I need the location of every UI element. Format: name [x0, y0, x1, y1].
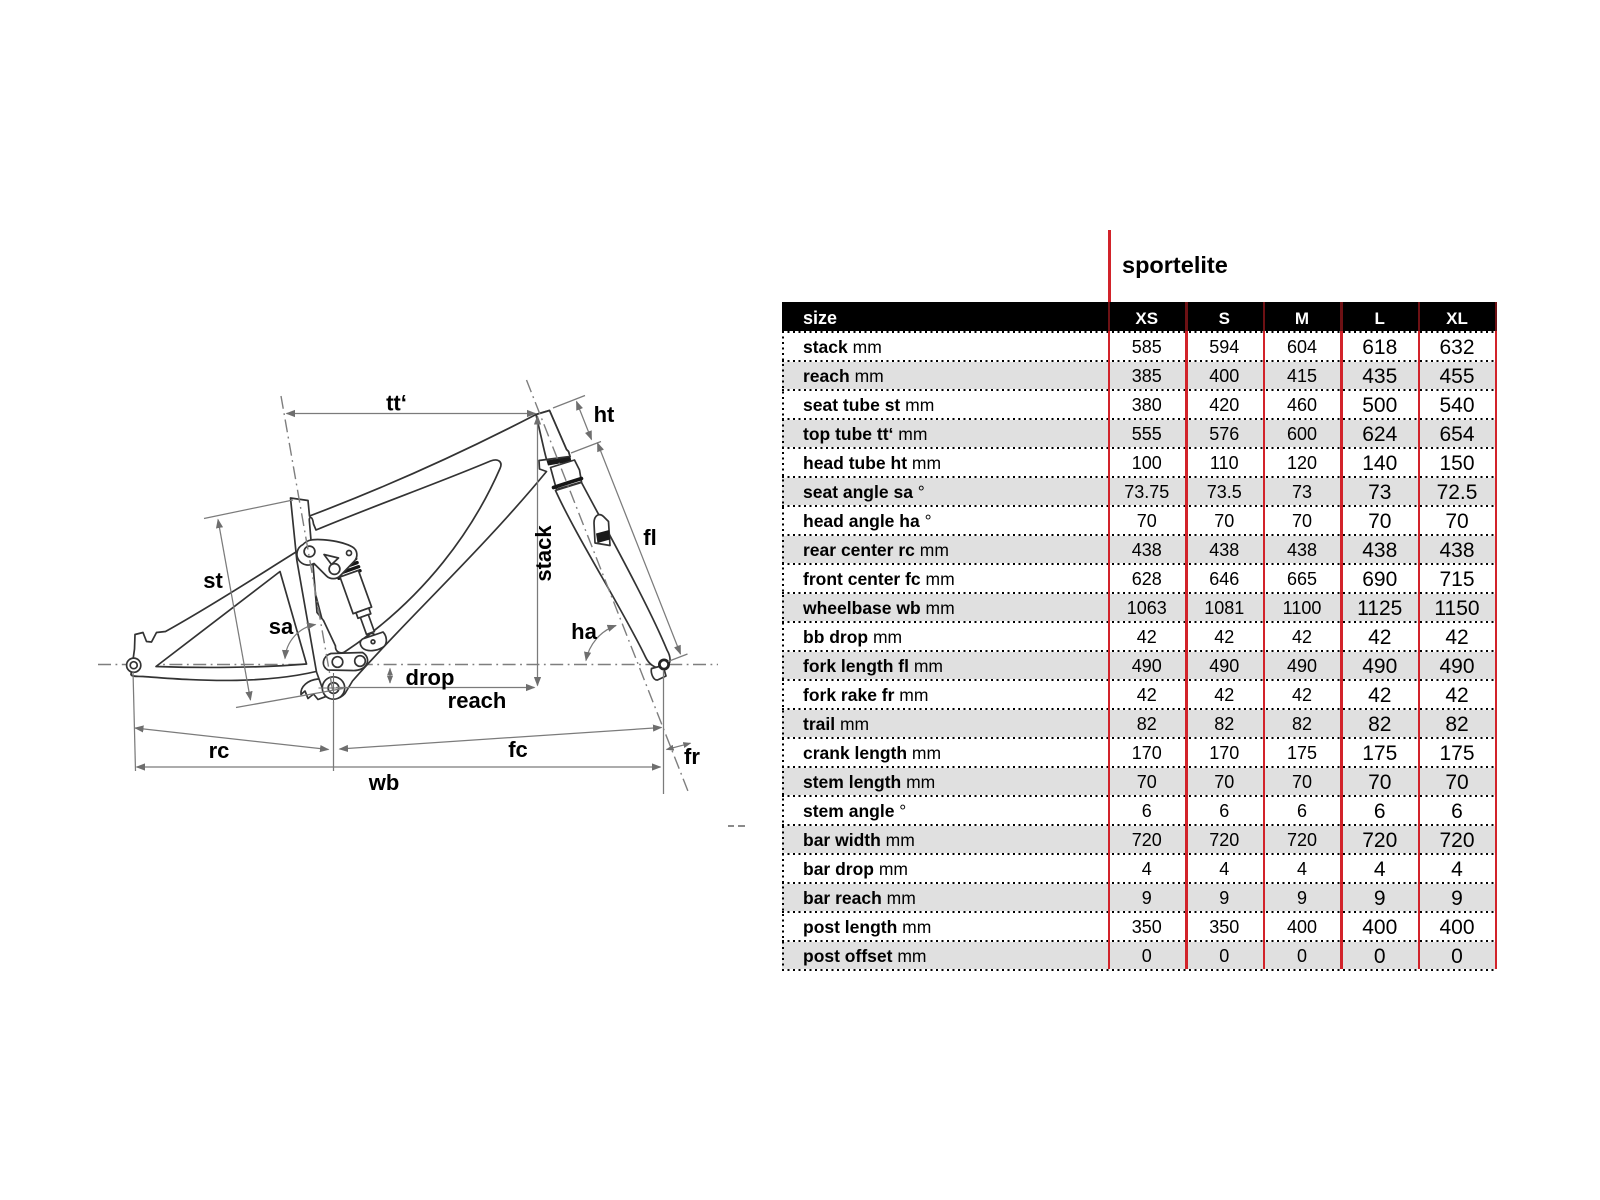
- svg-text:stack: stack: [531, 525, 556, 582]
- svg-text:ha: ha: [571, 619, 597, 644]
- svg-text:sa: sa: [269, 614, 294, 639]
- svg-text:fr: fr: [684, 744, 700, 769]
- svg-text:rc: rc: [209, 738, 230, 763]
- svg-text:ht: ht: [594, 402, 615, 427]
- svg-text:tt‘: tt‘: [386, 391, 407, 416]
- svg-text:drop: drop: [406, 665, 455, 690]
- svg-text:fl: fl: [643, 525, 656, 550]
- svg-text:wb: wb: [368, 770, 400, 795]
- svg-text:st: st: [203, 568, 223, 593]
- svg-text:fc: fc: [508, 737, 528, 762]
- svg-text:reach: reach: [448, 688, 507, 713]
